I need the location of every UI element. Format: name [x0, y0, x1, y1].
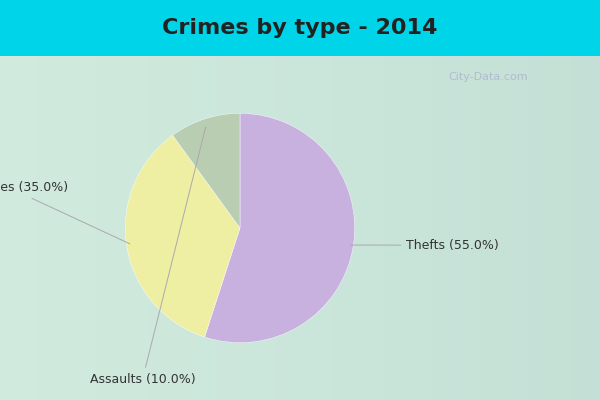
- Text: Assaults (10.0%): Assaults (10.0%): [90, 127, 206, 386]
- Text: Burglaries (35.0%): Burglaries (35.0%): [0, 181, 130, 244]
- Text: Thefts (55.0%): Thefts (55.0%): [350, 239, 499, 252]
- Wedge shape: [205, 113, 355, 343]
- Wedge shape: [125, 135, 240, 337]
- Text: Crimes by type - 2014: Crimes by type - 2014: [163, 18, 437, 38]
- Wedge shape: [173, 113, 240, 228]
- Text: City-Data.com: City-Data.com: [448, 72, 528, 82]
